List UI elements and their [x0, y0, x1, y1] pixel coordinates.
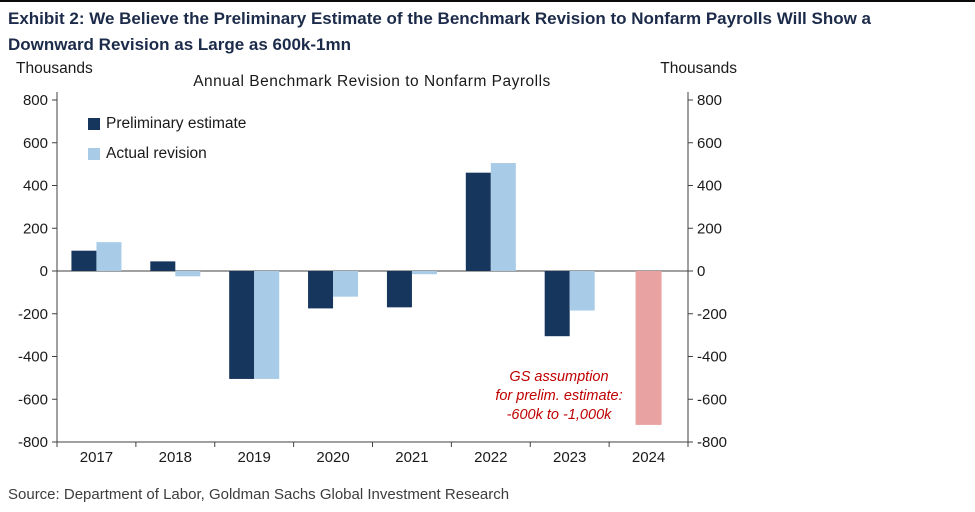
x-label-2019: 2019 [238, 449, 271, 466]
bar-actual-revision-2020 [333, 271, 359, 297]
y-axis-unit-right: Thousands [660, 60, 737, 77]
y-tick-label-right-0: 0 [697, 263, 705, 280]
source-text: Source: Department of Labor, Goldman Sac… [8, 486, 510, 503]
y-tick-label-left-200: 200 [23, 220, 48, 237]
bar-actual-revision-2021 [411, 271, 437, 275]
y-tick-label-right--400: -400 [697, 349, 727, 366]
bar-preliminary-estimate-2019 [229, 271, 255, 379]
bar-preliminary-estimate-2017 [71, 250, 97, 271]
y-tick-label-left--200: -200 [18, 306, 48, 323]
y-tick-label-right-600: 600 [697, 135, 722, 152]
y-tick-label-left-600: 600 [23, 135, 48, 152]
y-tick-label-right--200: -200 [697, 306, 727, 323]
legend-swatch-preliminary-estimate [88, 118, 100, 130]
y-tick-label-right--800: -800 [697, 434, 727, 451]
bar-actual-revision-2018 [175, 271, 201, 277]
bar-actual-revision-2022 [490, 163, 516, 271]
x-label-2024: 2024 [632, 449, 665, 466]
y-tick-label-left--600: -600 [18, 391, 48, 408]
x-label-2022: 2022 [474, 449, 507, 466]
legend: Preliminary estimate Actual revision [88, 114, 246, 174]
legend-item-preliminary-estimate: Preliminary estimate [88, 114, 246, 134]
exhibit-title-line-1: Exhibit 2: We Believe the Preliminary Es… [8, 9, 871, 28]
x-label-2018: 2018 [159, 449, 192, 466]
bar-preliminary-estimate-2021 [386, 271, 412, 308]
y-axis-unit-left: Thousands [16, 60, 93, 77]
x-label-2021: 2021 [395, 449, 428, 466]
x-label-2023: 2023 [553, 449, 586, 466]
bar-actual-revision-2023 [569, 271, 595, 311]
gs-assumption-annotation: GS assumption for prelim. estimate: -600… [470, 368, 648, 425]
bar-actual-revision-2017 [96, 242, 122, 271]
y-tick-label-right-400: 400 [697, 178, 722, 195]
chart-title: Annual Benchmark Revision to Nonfarm Pay… [193, 73, 551, 90]
x-label-2017: 2017 [80, 449, 113, 466]
bar-gs-assumption-2024 [635, 271, 662, 425]
y-tick-label-right-800: 800 [697, 92, 722, 109]
bar-preliminary-estimate-2020 [308, 271, 334, 309]
y-tick-label-right--600: -600 [697, 391, 727, 408]
legend-label-preliminary-estimate: Preliminary estimate [106, 115, 247, 132]
y-tick-label-left--400: -400 [18, 349, 48, 366]
y-tick-label-left--800: -800 [18, 434, 48, 451]
annotation-line-2: for prelim. estimate: [495, 388, 623, 404]
exhibit-title-line-2: Downward Revision as Large as 600k-1mn [8, 34, 351, 54]
x-label-2020: 2020 [316, 449, 349, 466]
legend-label-actual-revision: Actual revision [106, 145, 207, 162]
exhibit-title: Exhibit 2: We Believe the Preliminary Es… [8, 6, 958, 57]
annotation-line-3: -600k to -1,000k [506, 407, 612, 423]
y-tick-label-right-200: 200 [697, 220, 722, 237]
bar-preliminary-estimate-2023 [544, 271, 570, 337]
bar-preliminary-estimate-2022 [465, 172, 491, 271]
annotation-line-1: GS assumption [509, 369, 609, 385]
bar-actual-revision-2019 [254, 271, 280, 379]
y-tick-label-left-0: 0 [40, 263, 48, 280]
legend-item-actual-revision: Actual revision [88, 144, 246, 164]
y-tick-label-left-400: 400 [23, 178, 48, 195]
bar-preliminary-estimate-2018 [150, 261, 176, 271]
legend-swatch-actual-revision [88, 148, 100, 160]
y-tick-label-left-800: 800 [23, 92, 48, 109]
